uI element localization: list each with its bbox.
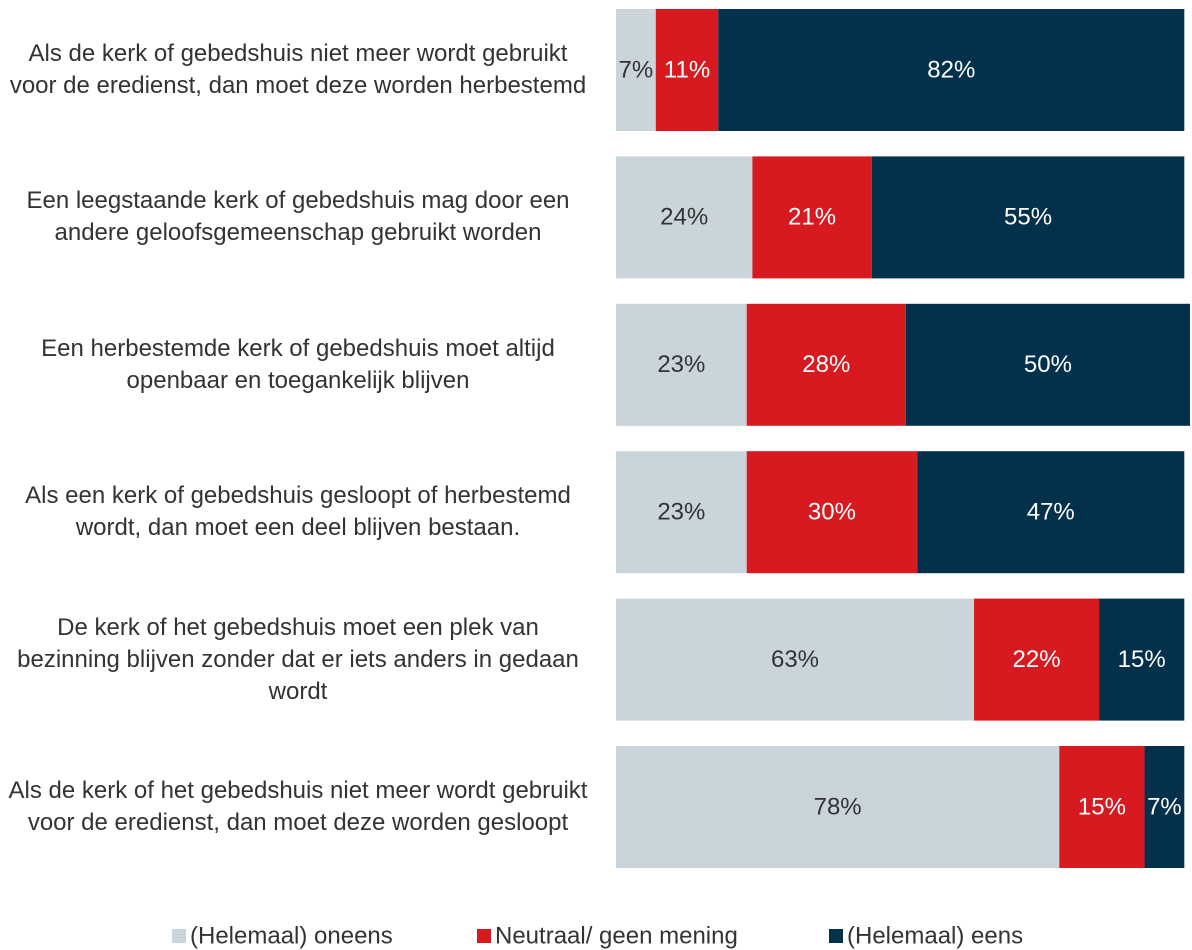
value-label: 55%: [1004, 204, 1052, 231]
category-label: Als de kerk of het gebedshuis niet meer …: [0, 746, 590, 868]
category-label: De kerk of het gebedshuis moet een plek …: [0, 599, 590, 721]
legend-label: (Helemaal) eens: [847, 922, 1023, 949]
value-label: 11%: [664, 56, 710, 83]
legend-label: (Helemaal) oneens: [190, 922, 393, 949]
category-label: Een herbestemde kerk of gebedshuis moet …: [0, 304, 590, 426]
bar-segment: [616, 303, 747, 426]
value-label: 47%: [1027, 499, 1075, 526]
value-label: 82%: [927, 56, 975, 83]
value-label: 50%: [1024, 351, 1072, 378]
bar-segment: [905, 303, 1190, 426]
legend-swatch: [477, 929, 491, 943]
bar-segment: [871, 156, 1185, 279]
category-text: Een leegstaande kerk of gebedshuis mag d…: [26, 187, 570, 247]
category-text: Als een kerk of gebedshuis gesloopt of h…: [25, 482, 571, 542]
category-label: Een leegstaande kerk of gebedshuis mag d…: [0, 156, 590, 278]
value-label: 21%: [788, 204, 836, 231]
bar-segment: [616, 9, 656, 131]
bar-segment: [616, 451, 747, 574]
value-label: 63%: [771, 646, 819, 673]
bar-segment: [1099, 598, 1185, 721]
bar-segment: [1059, 746, 1145, 868]
legend-label: Neutraal/ geen mening: [495, 922, 738, 949]
value-label: 7%: [1147, 793, 1182, 820]
category-text: Als de kerk of het gebedshuis niet meer …: [8, 777, 588, 836]
bar-segment: [616, 156, 753, 279]
value-label: 78%: [814, 793, 862, 820]
value-label: 24%: [660, 204, 708, 231]
value-label: 7%: [619, 56, 654, 83]
bar-segment: [616, 746, 1060, 868]
value-label: 15%: [1078, 793, 1126, 820]
value-label: 23%: [657, 351, 705, 378]
value-label: 30%: [808, 499, 856, 526]
legend-swatch: [829, 929, 843, 943]
bar-segment: [752, 156, 872, 279]
value-label: 15%: [1118, 646, 1166, 673]
category-text: Als de kerk of gebedshuis niet meer word…: [9, 40, 587, 99]
category-label: Als een kerk of gebedshuis gesloopt of h…: [0, 451, 590, 573]
bar-segment: [718, 9, 1185, 131]
category-text: De kerk of het gebedshuis moet een plek …: [17, 613, 579, 705]
bar-segment: [746, 303, 906, 426]
bar-segment: [1144, 746, 1185, 868]
value-label: 22%: [1013, 646, 1061, 673]
bar-segment: [974, 598, 1100, 721]
value-label: 23%: [657, 499, 705, 526]
bar-segment: [917, 451, 1185, 574]
legend-swatch: [172, 929, 186, 943]
bar-segment: [655, 9, 719, 131]
category-text: Een herbestemde kerk of gebedshuis moet …: [41, 334, 555, 394]
bar-segment: [616, 598, 975, 721]
category-label: Als de kerk of gebedshuis niet meer word…: [0, 9, 590, 131]
value-label: 28%: [802, 351, 850, 378]
bar-segment: [746, 451, 918, 574]
